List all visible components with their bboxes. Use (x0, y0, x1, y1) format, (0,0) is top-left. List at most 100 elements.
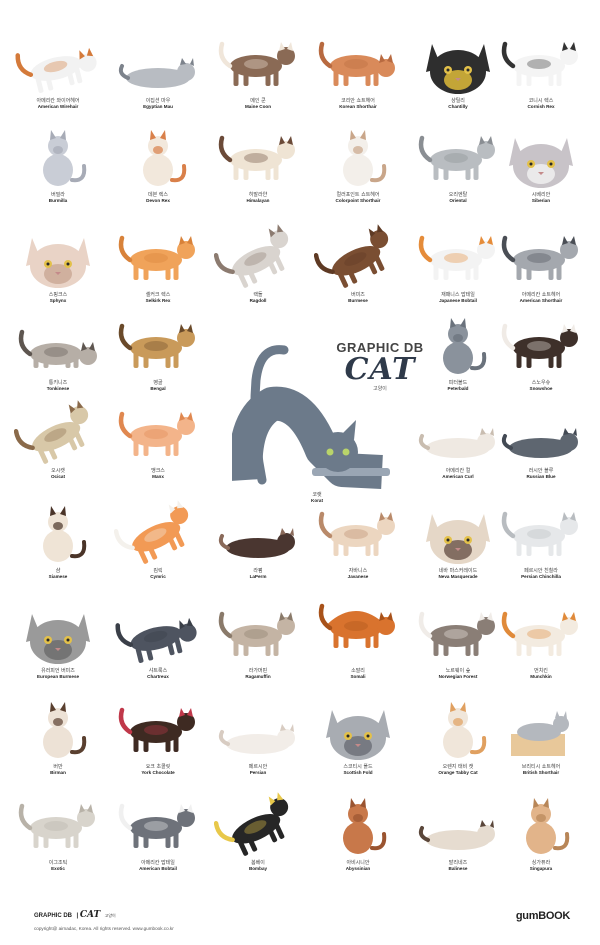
cat-card-manx: 맹크스 Manx (114, 398, 202, 480)
cat-card-orange-tabby-cat: 오렌지 태비 캣 Orange Tabby Cat (414, 694, 502, 776)
cat-english-name: Burmilla (48, 198, 68, 203)
cat-korean-name: 이그조틱 (48, 860, 68, 866)
cat-card-ocicat: 오시캣 Ocicat (14, 398, 102, 480)
cat-card-maine-coon: 메인 쿤 Maine Coon (214, 28, 302, 110)
cat-korean-name: 스노우슈 (531, 380, 551, 386)
cat-korean-name: 버미즈 (351, 292, 365, 298)
cat-korean-name: 페르시안 (248, 764, 268, 770)
cat-card-american-wirehair: 아메리칸 와이어헤어 American Wirehair (14, 28, 102, 110)
cat-card-ragdoll: 랙돌 Ragdoll (214, 222, 302, 304)
cat-card-russian-blue: 러시안 블루 Russian Blue (497, 398, 585, 480)
footer-brand-cat: CAT (79, 910, 101, 920)
cat-card-ragamuffin: 라가머핀 Ragamuffin (214, 598, 302, 680)
peterbald-illustration (443, 318, 487, 374)
cat-card-japanese-bobtail: 재패니스 밥테일 Japanese Bobtail (414, 222, 502, 304)
cat-english-name: Scottish Fold (343, 770, 373, 775)
javanese-illustration (318, 511, 395, 556)
cat-english-name: American Wirehair (37, 104, 79, 109)
cat-english-name: Korean Shorthair (339, 104, 377, 109)
orange-tabby-cat-illustration (443, 702, 487, 758)
cat-english-name: Egyptian Mau (143, 104, 173, 109)
cat-korean-name: 오리엔탈 (448, 192, 468, 198)
cat-korean-name: 통키니즈 (48, 380, 68, 386)
cat-english-name: Sphynx (49, 298, 67, 303)
footer-brand-korean: 고양이 (104, 913, 116, 918)
cat-korean-name: 브리티시 쇼트헤어 (521, 764, 561, 770)
cat-card-chartreux: 샤트룩스 Chartreux (114, 598, 202, 680)
cat-card-snowshoe: 스노우슈 Snowshoe (497, 310, 585, 392)
cat-korean-name: 버만 (53, 764, 63, 770)
poster-title: GRAPHIC DB CAT 고양이 (320, 340, 440, 392)
cat-korean-name: 자바니스 (348, 568, 368, 574)
cat-english-name: Orange Tabby Cat (438, 770, 478, 775)
siberian-illustration (509, 138, 573, 188)
korean-shorthair-illustration (318, 41, 395, 86)
cat-korean-name: 아메리칸 쇼트헤어 (521, 292, 561, 298)
cat-korean-name: 샴 (55, 568, 61, 574)
cat-english-name: Siberian (531, 198, 551, 203)
cat-korean-name: 피터볼드 (448, 380, 468, 386)
exotic-illustration (18, 803, 95, 848)
siamese-illustration (43, 506, 87, 562)
chartreux-illustration (115, 617, 197, 663)
cat-korean-name: 코니시 렉스 (528, 98, 554, 104)
cat-korean-name: 아메리칸 컬 (445, 468, 471, 474)
cat-english-name: Cymric (150, 574, 166, 579)
cat-card-bombay: 봄베이 Bombay (214, 790, 302, 872)
cat-korean-name: 오렌지 태비 캣 (442, 764, 474, 770)
maine-coon-illustration (218, 41, 295, 86)
american-bobtail-illustration (118, 803, 195, 848)
cat-korean-name: 페르시안 친칠라 (524, 568, 558, 574)
japanese-bobtail-illustration (418, 235, 495, 280)
cat-card-american-curl: 아메리칸 컬 American Curl (414, 398, 502, 480)
cat-card-persian-chinchilla: 페르시안 친칠라 Persian Chinchilla (497, 498, 585, 580)
cat-korean-name: 스핑크스 (48, 292, 68, 298)
cat-korean-name: 코리안 쇼트헤어 (341, 98, 375, 104)
cat-card-birman: 버만 Birman (14, 694, 102, 776)
devon-rex-illustration (143, 130, 187, 186)
poster-title-line1: GRAPHIC DB (336, 340, 424, 355)
cat-card-chantilly: 샹틸리 Chantilly (414, 28, 502, 110)
cat-english-name: Tonkinese (46, 386, 70, 391)
cat-korean-name: 라펌 (253, 568, 263, 574)
cat-korean-name: 메인 쿤 (250, 98, 266, 104)
cat-korean-name: 네바 마스커레이드 (438, 568, 478, 574)
cat-card-york-chocolate: 요크 초콜릿 York Chocolate (114, 694, 202, 776)
oriental-illustration (418, 135, 495, 180)
cat-card-cymric: 킴릭 Cymric (114, 498, 202, 580)
cat-korean-name: 데본 렉스 (148, 192, 168, 198)
cat-card-bengal: 벵골 Bengal (114, 310, 202, 392)
cat-korean-name: 랙돌 (253, 292, 263, 298)
american-curl-illustration (418, 428, 495, 458)
abyssinian-illustration (343, 798, 387, 854)
cat-korean-name: 라가머핀 (248, 668, 268, 674)
cat-card-scottish-fold: 스코티시 폴드 Scottish Fold (314, 694, 402, 776)
singapura-illustration (526, 798, 570, 854)
featured-cat-english-name: Korat (311, 498, 323, 503)
footer-brand-name: GRAPHIC DB (34, 913, 73, 919)
cat-english-name: Ocicat (50, 474, 66, 479)
cat-english-name: American Bobtail (139, 866, 177, 871)
cat-card-neva-masquerade: 네바 마스커레이드 Neva Masquerade (414, 498, 502, 580)
cat-korean-name: 봄베이 (251, 860, 265, 866)
bombay-illustration (214, 792, 289, 856)
cat-korean-name: 먼치킨 (534, 668, 548, 674)
cat-korean-name: 재패니스 밥테일 (441, 292, 475, 298)
cat-english-name: Somali (350, 674, 366, 679)
snowshoe-illustration (501, 323, 578, 368)
cat-english-name: Snowshoe (529, 386, 553, 391)
cat-english-name: American Shorthair (519, 298, 563, 303)
cat-card-himalayan: 히말라얀 Himalayan (214, 122, 302, 204)
egyptian-mau-illustration (118, 58, 195, 88)
cat-card-british-shorthair: 브리티시 쇼트헤어 British Shorthair (497, 694, 585, 776)
cat-korean-name: 샹틸리 (451, 98, 465, 104)
cat-english-name: Abyssinian (345, 866, 371, 871)
york-chocolate-illustration (118, 707, 195, 752)
cat-english-name: Cornish Rex (527, 104, 555, 109)
cat-korean-name: 히말라얀 (248, 192, 268, 198)
cat-card-laperm: 라펌 LaPerm (214, 498, 302, 580)
cat-english-name: Russian Blue (526, 474, 556, 479)
featured-cat: 코랫 Korat (232, 340, 402, 504)
himalayan-illustration (218, 135, 295, 180)
